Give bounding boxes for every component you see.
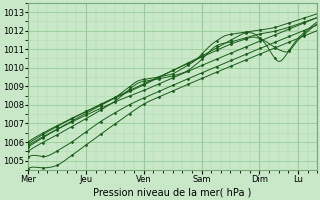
X-axis label: Pression niveau de la mer( hPa ): Pression niveau de la mer( hPa ) xyxy=(93,187,252,197)
